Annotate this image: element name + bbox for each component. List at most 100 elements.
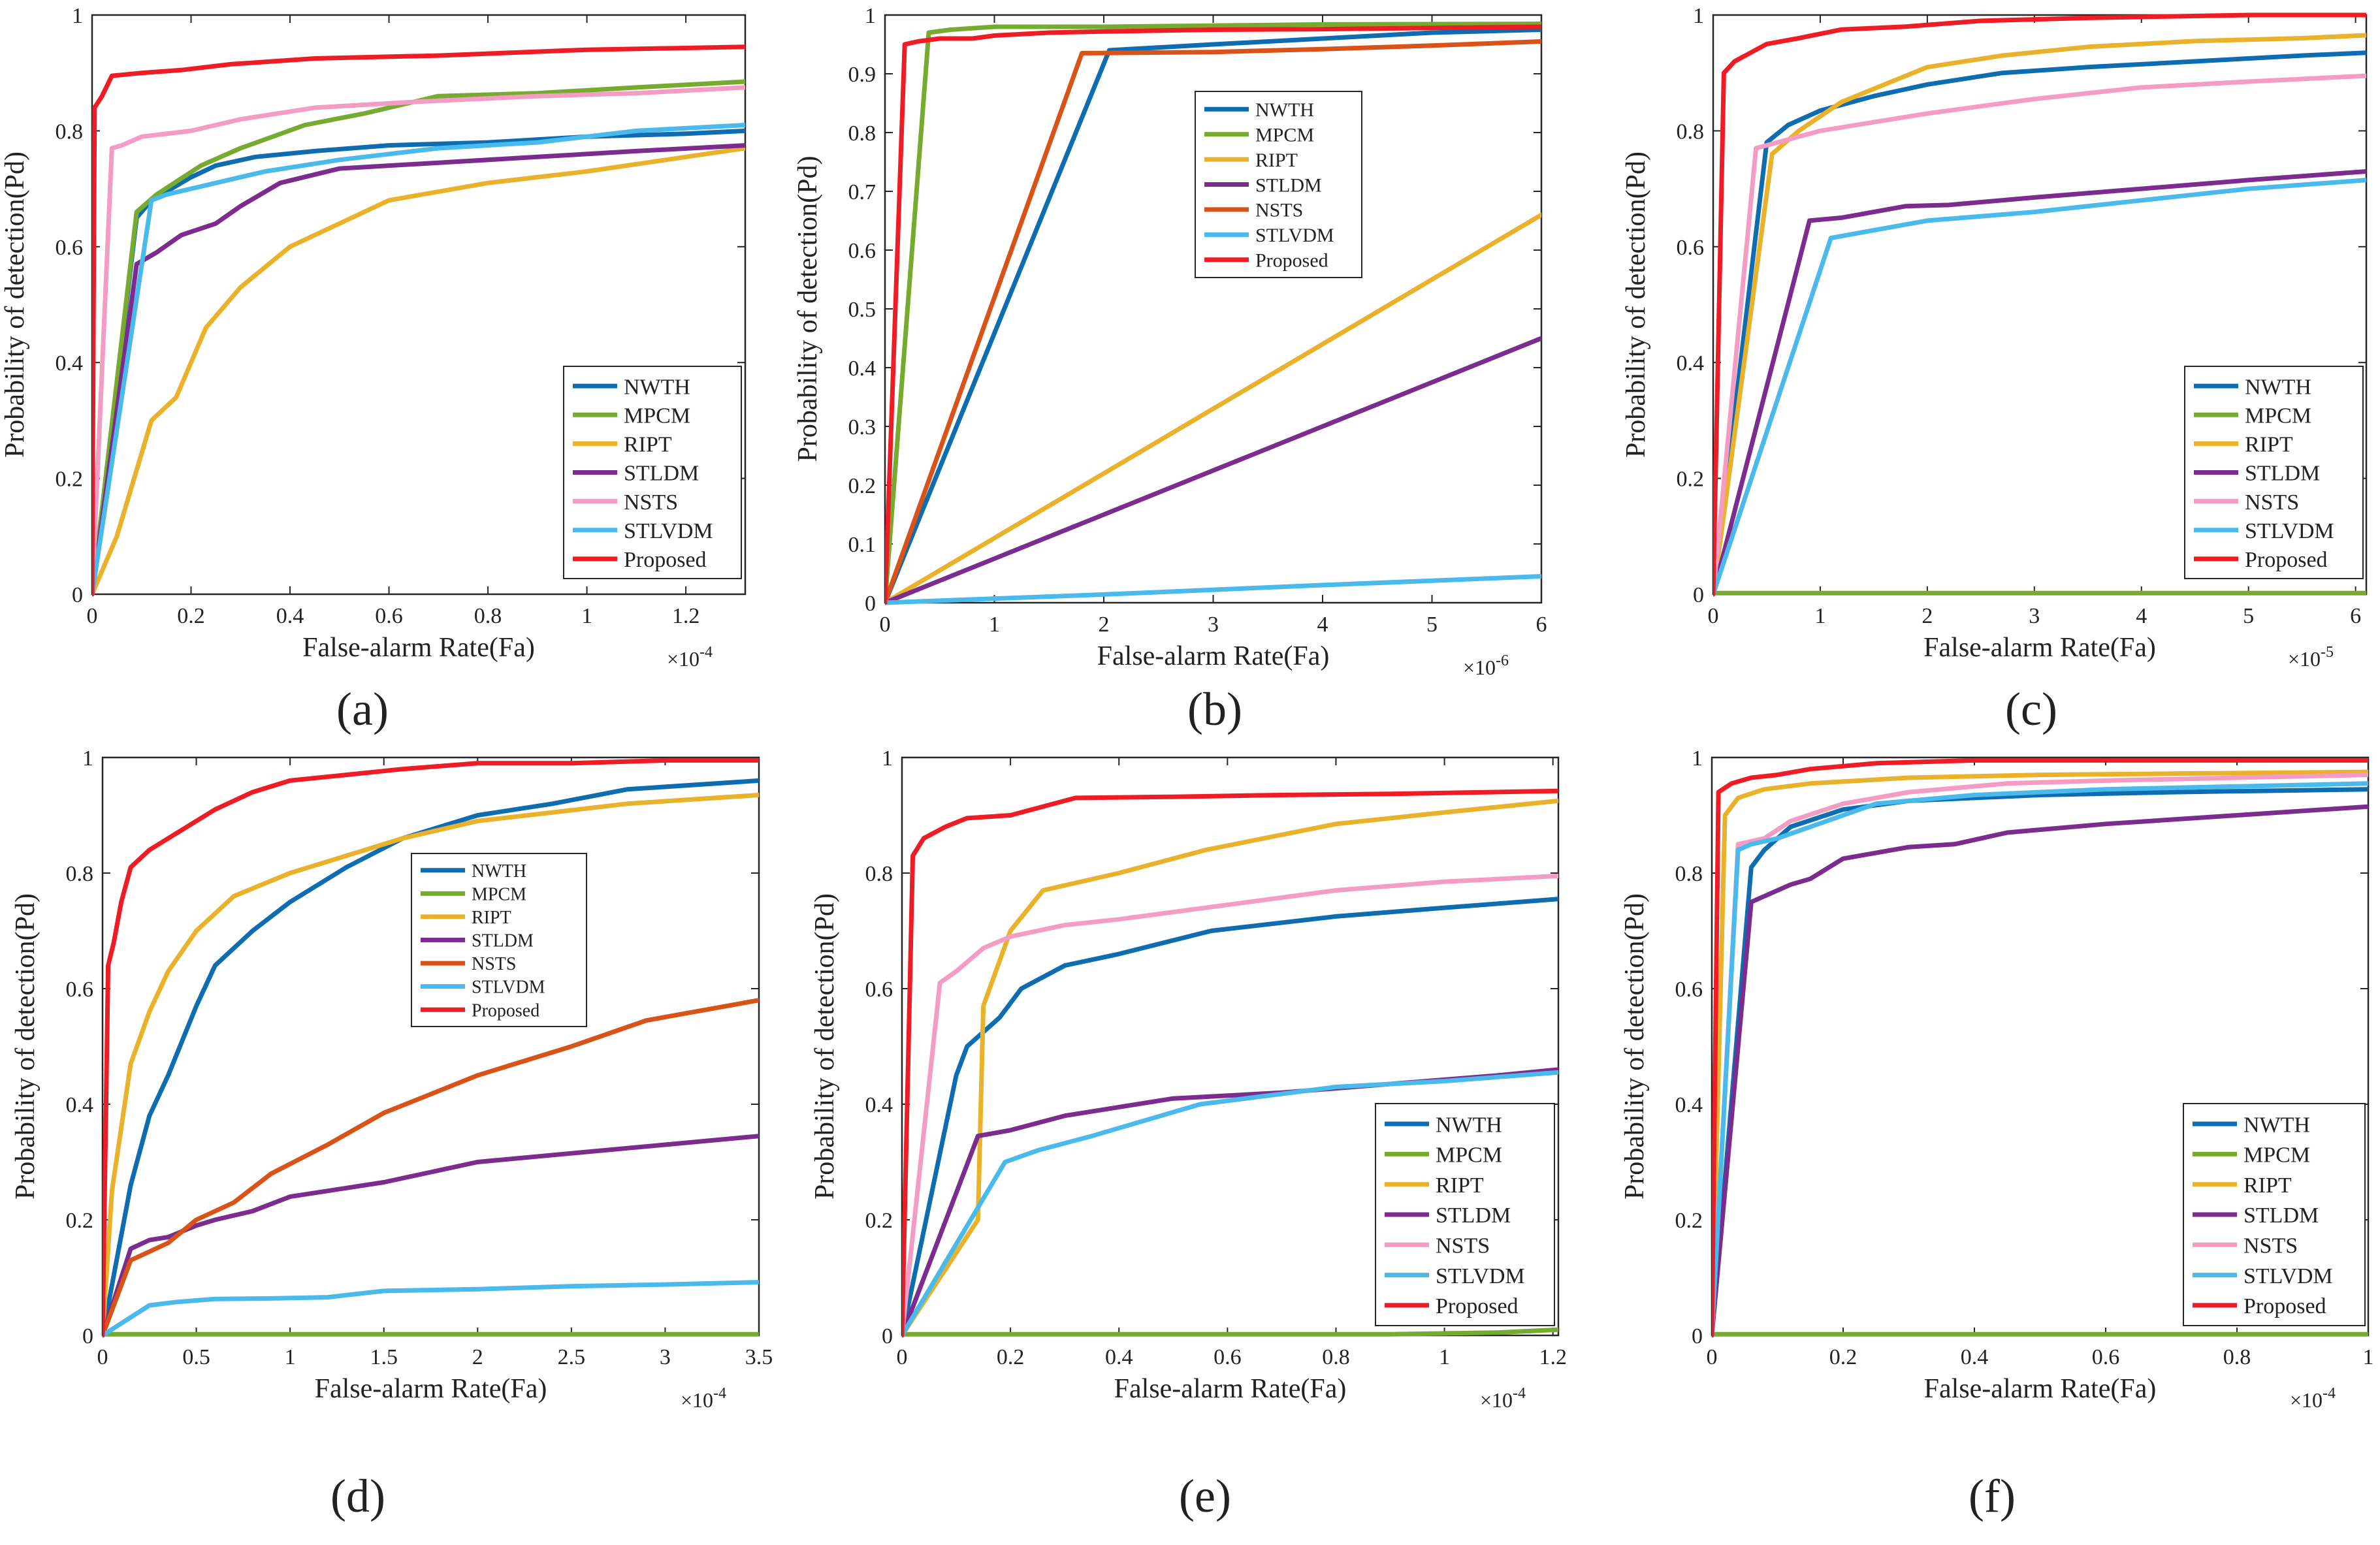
y-tick-label: 0.4 [1677, 351, 1705, 375]
series-line-mpcm [902, 1327, 1558, 1337]
legend-label-stlvdm: STLVDM [2245, 519, 2334, 543]
x-tick-label: 0 [1707, 1345, 1718, 1369]
plot-frame [101, 756, 760, 1337]
series-group [902, 788, 1558, 1338]
y-tick-label: 0.4 [848, 357, 876, 381]
legend: NWTH MPCM RIPT STLDM NSTS STLVDM Proposed [2183, 1103, 2366, 1326]
y-tick-label: 0.6 [865, 978, 893, 1002]
legend-label-ript: RIPT [472, 908, 511, 928]
y-tick-label: 1 [72, 4, 83, 28]
x-axis-label: False-alarm Rate(Fa) [315, 1374, 547, 1404]
series-line-proposed [92, 44, 745, 597]
x-tick-label: 3 [660, 1345, 671, 1369]
y-axis-label: Probability of detection(Pd) [10, 893, 40, 1200]
legend-label-mpcm: MPCM [624, 404, 690, 428]
y-tick-label: 0.6 [1675, 978, 1703, 1002]
x-tick-label: 1.5 [370, 1345, 398, 1369]
series-line-stlvdm [92, 123, 745, 597]
panel-label: (c) [2005, 683, 2057, 735]
x-tick-label: 4 [2136, 604, 2147, 628]
chart-panel-1: 0 0.2 0.4 0.6 0.8 1 1.2 0 0.2 0.4 0.6 0.8 1 False-ala… [0, 4, 747, 735]
series-line-nwth [885, 27, 1541, 605]
y-tick-label: 0.2 [848, 474, 876, 498]
legend-label-ript: RIPT [1255, 150, 1298, 171]
series-line-nsts [103, 998, 759, 1338]
x-axis-label: False-alarm Rate(Fa) [1924, 1374, 2157, 1404]
series-group [103, 757, 759, 1338]
x-exponent-label: ×10-4 [2290, 1385, 2336, 1412]
legend-label-stlvdm: STLVDM [1255, 225, 1334, 246]
series-line-nwth [103, 778, 759, 1338]
legend-label-ript: RIPT [2243, 1173, 2292, 1198]
panel-label: (a) [336, 683, 389, 735]
legend-label-mpcm: MPCM [1436, 1143, 1502, 1168]
series-line-ript [1712, 769, 2368, 1338]
x-tick-label: 0 [897, 1345, 908, 1369]
series-line-nwth [1712, 787, 2368, 1338]
legend-label-nwth: NWTH [1436, 1113, 1502, 1137]
y-tick-label: 0.6 [1677, 236, 1705, 260]
legend-label-stlvdm: STLVDM [1436, 1264, 1525, 1288]
chart-panel-6: 0 0.2 0.4 0.6 0.8 1 0 0.2 0.4 0.6 0.8 1 False-alarm … [1620, 746, 2374, 1522]
legend-label-ript: RIPT [1436, 1173, 1484, 1198]
x-tick-label: 4 [1317, 613, 1328, 637]
chart-panel-5: 0 0.2 0.4 0.6 0.8 1 1.2 0 0.2 0.4 0.6 0.8 1 False-ala… [810, 746, 1567, 1522]
legend-label-nsts: NSTS [1255, 200, 1303, 221]
legend: NWTH MPCM RIPT STLDM NSTS STLVDM Proposed [1195, 91, 1362, 278]
legend-label-stldm: STLDM [1255, 174, 1322, 196]
x-axis-label: False-alarm Rate(Fa) [1114, 1374, 1347, 1404]
series-line-proposed [885, 24, 1541, 605]
y-tick-label: 0.2 [66, 1209, 94, 1233]
series-line-stldm [92, 143, 745, 597]
x-tick-label: 0.6 [375, 604, 403, 628]
y-tick-label: 0.8 [56, 119, 84, 144]
x-tick-label: 0.8 [1322, 1345, 1350, 1369]
x-exponent-label: ×10-4 [1480, 1385, 1526, 1412]
y-tick-label: 1 [82, 746, 93, 771]
x-tick-label: 2 [1099, 613, 1110, 637]
y-tick-label: 0 [1692, 1324, 1703, 1348]
y-tick-label: 1 [882, 746, 893, 771]
y-tick-label: 0.8 [1675, 862, 1703, 886]
series-line-nwth [1713, 50, 2366, 597]
x-axis-label: False-alarm Rate(Fa) [1923, 633, 2156, 663]
legend-label-nwth: NWTH [624, 375, 690, 399]
x-axis-label: False-alarm Rate(Fa) [302, 633, 535, 663]
series-line-stlvdm [885, 574, 1541, 605]
legend-label-nwth: NWTH [1255, 99, 1314, 121]
series-line-stldm [103, 1134, 759, 1338]
legend-label-stlvdm: STLVDM [2243, 1264, 2333, 1288]
y-axis-label: Probability of detection(Pd) [1621, 151, 1651, 458]
legend-label-nsts: NSTS [2245, 490, 2299, 515]
chart-panel-2: 0 1 2 3 4 5 6 0 0.1 0.2 0.3 0.4 0.5 0.6 0.7 0.8 0.9 1 Fals… [793, 4, 1547, 735]
legend: NWTH MPCM RIPT STLDM NSTS STLVDM Proposed [1375, 1103, 1555, 1326]
x-exponent-label: ×10-4 [681, 1385, 726, 1412]
x-tick-label: 2 [472, 1345, 483, 1369]
x-exponent-label: ×10-5 [2288, 644, 2334, 671]
legend: NWTH MPCM RIPT STLDM NSTS STLVDM Proposed [563, 366, 742, 579]
x-tick-label: 0.2 [1829, 1345, 1857, 1369]
legend-label-stldm: STLDM [624, 462, 699, 486]
x-tick-label: 2.5 [558, 1345, 586, 1369]
x-tick-label: 0.6 [1214, 1345, 1242, 1369]
legend-label-proposed: Proposed [624, 548, 707, 572]
series-line-nwth [902, 897, 1558, 1338]
legend: NWTH MPCM RIPT STLDM NSTS STLVDM Proposed [2184, 366, 2364, 579]
chart-panel-4: 0 0.5 1 1.5 2 2.5 3 3.5 0 0.2 0.4 0.6 0.8 1 False-alar… [10, 746, 773, 1522]
legend-label-mpcm: MPCM [2243, 1143, 2310, 1168]
y-tick-label: 0 [882, 1324, 893, 1348]
y-axis-label: Probability of detection(Pd) [793, 156, 823, 462]
y-tick-label: 0.5 [848, 298, 876, 322]
y-tick-label: 0.8 [66, 862, 94, 886]
legend-label-nsts: NSTS [1436, 1234, 1490, 1258]
y-tick-label: 0.7 [848, 180, 876, 204]
series-line-nsts [1713, 73, 2366, 597]
y-tick-label: 0.8 [865, 862, 893, 886]
series-line-nsts [885, 39, 1541, 605]
series-line-stlvdm [103, 1280, 759, 1338]
x-tick-label: 0.8 [2223, 1345, 2251, 1369]
x-tick-label: 0.4 [1105, 1345, 1133, 1369]
series-group [1713, 12, 2366, 597]
legend-label-stldm: STLDM [2243, 1203, 2319, 1228]
y-tick-label: 0.2 [1677, 468, 1705, 492]
